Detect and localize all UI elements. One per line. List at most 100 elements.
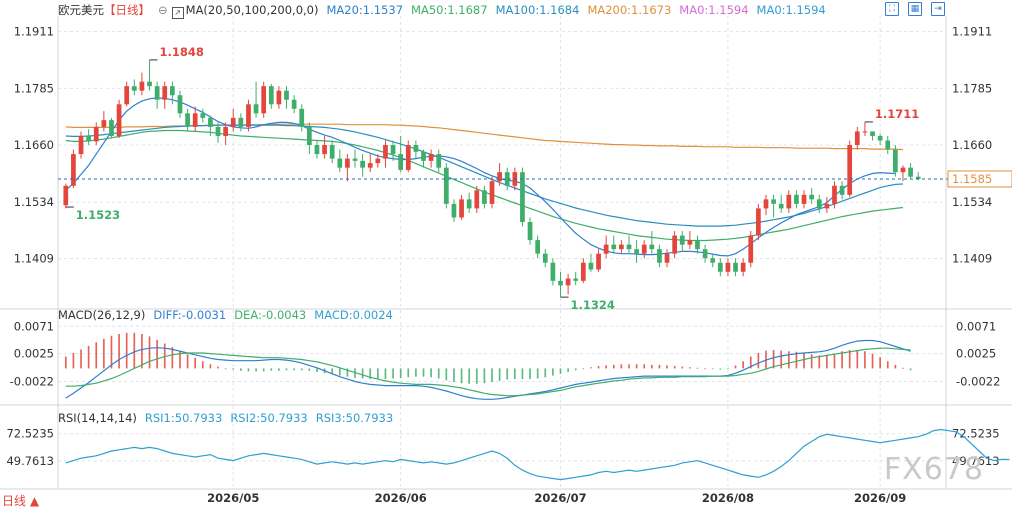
- macd-hist-value: MACD:0.0024: [314, 308, 393, 322]
- macd-hist-bar: [559, 368, 562, 374]
- macd-hist-bar: [513, 368, 516, 380]
- macd-hist-bar: [270, 368, 273, 371]
- price-tick-right: 1.1409: [952, 252, 992, 266]
- macd-diff-value: DIFF:-0.0031: [153, 308, 227, 322]
- candle-body: [489, 181, 495, 204]
- macd-hist-bar: [247, 368, 250, 372]
- candle-body: [877, 135, 883, 141]
- grid-view-icon[interactable]: ▦: [908, 2, 922, 16]
- annotation-label: 1.1523: [76, 208, 120, 222]
- macd-hist-bar: [118, 334, 120, 369]
- candle-body: [246, 104, 251, 127]
- macd-hist-bar: [255, 368, 257, 372]
- macd-hist-bar: [300, 368, 303, 371]
- macd-hist-bar: [240, 368, 242, 371]
- candle-body: [847, 145, 853, 195]
- ma-settings-icon[interactable]: ⊖: [158, 3, 168, 17]
- macd-hist-bar: [871, 353, 874, 369]
- date-label: 2026/09: [854, 491, 906, 505]
- macd-hist-bar: [148, 336, 151, 369]
- macd-hist-bar: [909, 368, 912, 371]
- candle-body: [619, 244, 624, 250]
- candle-body: [352, 158, 358, 161]
- macd-hist-bar: [742, 361, 744, 369]
- macd-hist-bar: [567, 368, 569, 372]
- macd-hist-bar: [491, 368, 493, 383]
- macd-hist-bar: [848, 350, 851, 369]
- candle-body: [801, 194, 807, 204]
- expand-icon[interactable]: ⛶: [885, 2, 899, 16]
- macd-hist-bar: [582, 368, 585, 370]
- candle-body: [756, 208, 761, 236]
- candle-body: [185, 113, 190, 127]
- macd-hist-bar: [795, 351, 798, 369]
- candle-body: [908, 167, 913, 177]
- candle-body: [497, 172, 502, 182]
- macd-hist-bar: [186, 354, 189, 369]
- candle-body: [459, 199, 464, 218]
- macd-hist-bar: [544, 368, 547, 378]
- macd-hist-bar: [384, 368, 387, 380]
- macd-hist-bar: [171, 347, 174, 369]
- candle-body: [345, 158, 350, 168]
- candle-body: [725, 262, 731, 272]
- macd-hist-bar: [536, 368, 539, 379]
- macd-hist-bar: [757, 352, 760, 369]
- macd-hist-bar: [194, 357, 197, 369]
- macd-hist-bar: [711, 368, 714, 370]
- macd-hist-bar: [468, 368, 471, 384]
- price-tick-left: 1.1409: [14, 252, 54, 266]
- candle-body: [131, 86, 137, 91]
- candle-body: [573, 278, 579, 281]
- candle-body: [626, 244, 632, 250]
- macd-hist-bar: [163, 343, 166, 369]
- candle-body: [786, 194, 792, 209]
- date-label: 2026/08: [702, 491, 754, 505]
- macd-hist-bar: [64, 356, 67, 369]
- macd-hist-bar: [201, 361, 204, 369]
- macd-hist-bar: [437, 368, 440, 379]
- export-icon[interactable]: ⇥: [931, 2, 945, 16]
- candle-body: [748, 235, 754, 263]
- macd-hist-bar: [552, 368, 554, 376]
- candle-body: [504, 172, 510, 186]
- candle-body: [421, 151, 426, 161]
- macd-hist-bar: [338, 368, 341, 376]
- watermark-logo: FX678: [883, 452, 984, 487]
- period-label[interactable]: 【日线】: [104, 3, 150, 17]
- period-switch[interactable]: 日线 ▲: [2, 494, 40, 508]
- macd-hist-bar: [430, 368, 432, 378]
- candle-body: [778, 203, 784, 209]
- price-tick-left: 1.1660: [14, 138, 54, 152]
- candle-body: [687, 240, 693, 245]
- ma-toggle-icon[interactable]: ↗: [171, 7, 184, 19]
- macd-hist-bar: [696, 367, 699, 369]
- annotation-label: 1.1848: [160, 45, 204, 59]
- candle-body: [169, 86, 175, 96]
- candle-body: [854, 131, 860, 146]
- macd-hist-bar: [894, 364, 897, 369]
- candle-body: [588, 262, 594, 270]
- macd-hist-bar: [620, 364, 623, 369]
- macd-hist-bar: [369, 368, 372, 380]
- macd-hist-bar: [498, 368, 501, 381]
- macd-hist-bar: [681, 366, 684, 369]
- macd-hist-bar: [506, 368, 509, 380]
- candle-body: [322, 145, 327, 155]
- candle-body: [832, 185, 837, 204]
- rsi-header: RSI(14,14,14) RSI1:50.7933 RSI2:50.7933 RSI…: [58, 411, 401, 425]
- candle-body: [63, 185, 69, 206]
- macd-hist-bar: [658, 364, 661, 369]
- macd-hist-bar: [87, 345, 90, 369]
- rsi3-value: RSI3:50.7933: [315, 411, 394, 425]
- candle-body: [520, 172, 525, 222]
- candle-body: [634, 249, 639, 254]
- annotation-label: 1.1711: [875, 107, 919, 121]
- macd-hist-bar: [879, 357, 881, 369]
- candle-body: [794, 194, 799, 204]
- candle-body: [86, 135, 91, 142]
- candle-body: [443, 167, 449, 204]
- ma50-line: [65, 129, 904, 242]
- candle-body: [124, 86, 130, 105]
